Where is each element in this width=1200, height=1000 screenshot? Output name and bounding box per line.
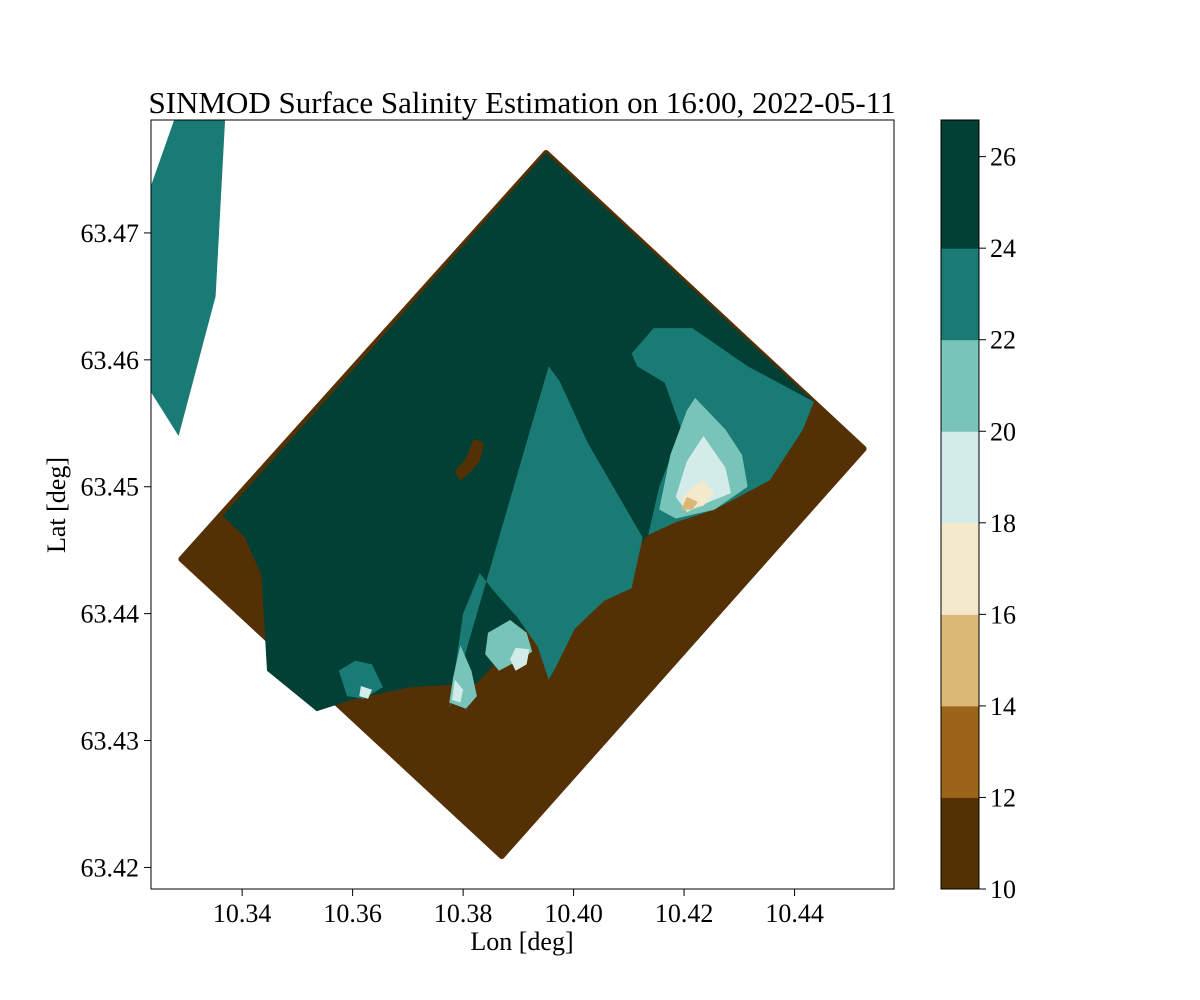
- colorbar-tick-label: 22: [990, 326, 1016, 355]
- y-tick-label: 63.45: [81, 473, 140, 502]
- colorbar-frame: [940, 119, 980, 890]
- colorbar-tick-label: 24: [990, 234, 1016, 263]
- colorbar-segment: [941, 522, 979, 615]
- region-channel-fresh-zone: [151, 120, 226, 436]
- chart-title: SINMOD Surface Salinity Estimation on 16…: [148, 85, 895, 120]
- colorbar-tick-label: 18: [990, 509, 1016, 538]
- colorbar-tick-label: 26: [990, 143, 1016, 172]
- colorbar-segment: [941, 614, 979, 707]
- plot-area: [151, 120, 867, 859]
- x-tick-label: 10.42: [655, 899, 714, 928]
- colorbar-segment: [941, 705, 979, 798]
- y-tick-label: 63.44: [81, 600, 140, 629]
- y-axis-ticks: 63.42 63.43 63.44 63.45 63.46 63.47: [81, 219, 151, 882]
- region-high-salinity-water: [222, 153, 814, 712]
- salinity-regions: [151, 120, 814, 728]
- colorbar-tick-label: 10: [990, 875, 1016, 904]
- region-small-fan-core: [359, 686, 372, 699]
- region-east-plume-edge: [681, 496, 698, 510]
- colorbar-segment: [941, 248, 979, 341]
- colorbar-segment: [941, 431, 979, 524]
- colorbar: 10 12 14 16 18 20 22 24 26: [941, 120, 1016, 904]
- colorbar-segment: [941, 339, 979, 432]
- x-tick-label: 10.40: [544, 899, 603, 928]
- x-tick-label: 10.34: [213, 899, 272, 928]
- colorbar-tick-label: 20: [990, 417, 1016, 446]
- colorbar-tick-label: 12: [990, 783, 1016, 812]
- x-tick-label: 10.44: [765, 899, 824, 928]
- colorbar-tick-label: 16: [990, 600, 1016, 629]
- colorbar-segment: [941, 156, 979, 249]
- colorbar-segment: [941, 797, 979, 890]
- x-axis-label: Lon [deg]: [470, 927, 573, 956]
- x-tick-label: 10.38: [434, 899, 493, 928]
- y-tick-label: 63.42: [81, 853, 140, 882]
- region-small-fan: [338, 660, 383, 699]
- region-island: [454, 438, 485, 481]
- colorbar-segment: [941, 120, 979, 158]
- region-west-fan: [443, 366, 643, 728]
- plot-frame: [150, 119, 895, 890]
- region-west-fan-core: [452, 679, 464, 703]
- colorbar-tick-label: 14: [990, 692, 1016, 721]
- y-tick-label: 63.46: [81, 346, 140, 375]
- x-axis-ticks: 10.34 10.36 10.38 10.40 10.42 10.44: [213, 889, 824, 928]
- y-tick-label: 63.47: [81, 219, 140, 248]
- y-tick-label: 63.43: [81, 727, 140, 756]
- y-axis-label: Lat [deg]: [42, 457, 71, 553]
- region-mid-fan-core: [510, 647, 530, 671]
- x-tick-label: 10.36: [323, 899, 382, 928]
